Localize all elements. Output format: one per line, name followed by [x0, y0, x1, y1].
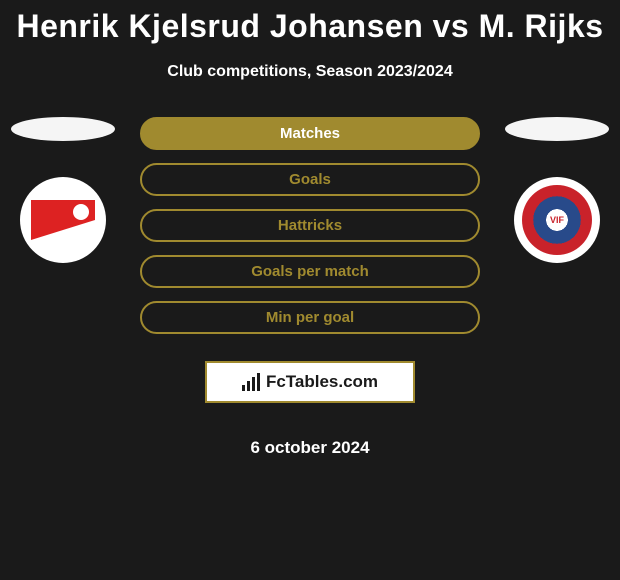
club-logo-left[interactable] [20, 177, 106, 263]
page-title: Henrik Kjelsrud Johansen vs M. Rijks [0, 8, 620, 45]
player-right-placeholder [505, 117, 609, 141]
stat-goals[interactable]: Goals [140, 163, 480, 196]
subtitle: Club competitions, Season 2023/2024 [0, 63, 620, 81]
date-label: 6 october 2024 [250, 438, 369, 458]
stats-column: Matches Goals Hattricks Goals per match … [118, 117, 502, 458]
stat-hattricks[interactable]: Hattricks [140, 209, 480, 242]
stat-min-per-goal[interactable]: Min per goal [140, 301, 480, 334]
site-name: FcTables.com [266, 372, 378, 392]
chart-icon [242, 373, 260, 391]
stat-matches[interactable]: Matches [140, 117, 480, 150]
crest-icon: VIF [522, 185, 592, 255]
comparison-card: Henrik Kjelsrud Johansen vs M. Rijks Clu… [0, 0, 620, 458]
player-left-placeholder [11, 117, 115, 141]
main-row: Matches Goals Hattricks Goals per match … [0, 117, 620, 458]
pennant-icon [31, 200, 95, 240]
left-column [8, 117, 118, 263]
stat-goals-per-match[interactable]: Goals per match [140, 255, 480, 288]
club-logo-right[interactable]: VIF [514, 177, 600, 263]
branding-box[interactable]: FcTables.com [205, 361, 415, 403]
right-column: VIF [502, 117, 612, 263]
